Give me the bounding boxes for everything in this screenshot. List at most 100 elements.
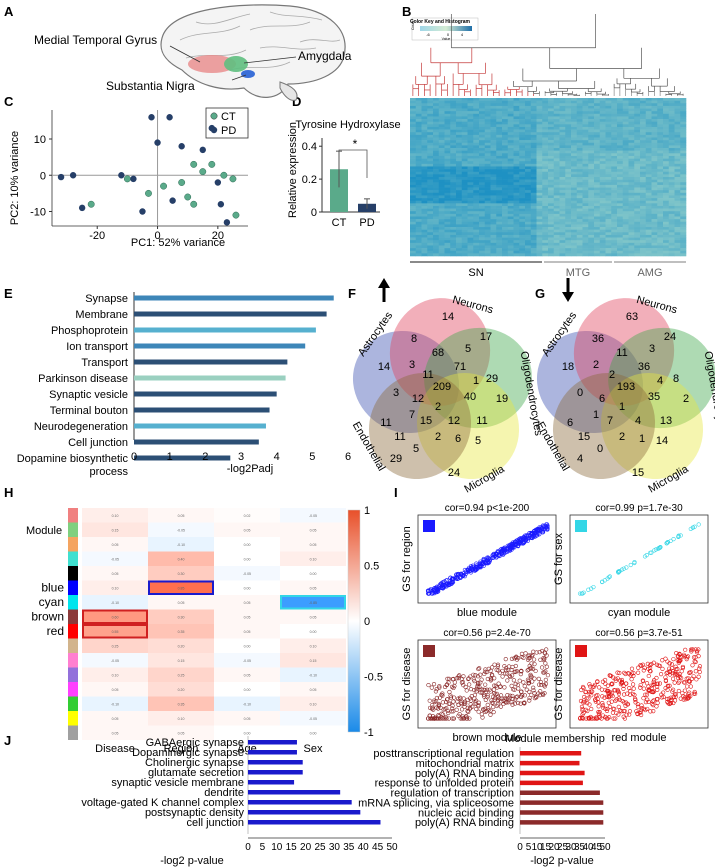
heatmap-cell (553, 253, 560, 257)
trait-cell (148, 566, 214, 581)
venn-count: 40 (464, 391, 476, 403)
heatmap-cell (450, 229, 457, 233)
heatmap-cell (461, 219, 468, 223)
heatmap-cell (548, 116, 555, 120)
heatmap-cell (461, 221, 468, 225)
scatter-point (521, 541, 526, 546)
heatmap-cell (582, 129, 589, 133)
scatter-point (667, 661, 672, 666)
heatmap-cell (461, 203, 468, 207)
heatmap-cell (484, 187, 491, 191)
heatmap-cell (674, 224, 681, 228)
heatmap-cell (565, 177, 572, 180)
scatter-point (473, 565, 478, 570)
heatmap-cell (542, 119, 549, 122)
scatter-point (511, 541, 517, 546)
heatmap-cell (530, 221, 537, 225)
trait-cell (214, 551, 280, 566)
highlight-box (82, 609, 148, 624)
heatmap-cell (479, 111, 486, 115)
heatmap-cell (651, 142, 658, 146)
heatmap-cell (611, 240, 618, 244)
scatter-point (629, 666, 635, 671)
heatmap-cell (559, 169, 566, 173)
scatter-point (619, 677, 625, 683)
heatmap-cell (507, 150, 514, 154)
heatmap-cell (536, 248, 543, 252)
heatmap-cell (496, 248, 503, 252)
heatmap-cell (513, 111, 520, 115)
heatmap-cell (611, 145, 618, 149)
heatmap-cell (622, 229, 629, 233)
panel-j-enrichment: -log2 p-value -log2 p-value GABAergic sy… (81, 736, 611, 867)
heatmap-cell (668, 150, 675, 154)
heatmap-cell (421, 171, 428, 175)
heatmap-cell (519, 134, 526, 138)
heatmap-cell (651, 232, 658, 236)
heatmap-cell (433, 150, 440, 154)
heatmap-cell (622, 105, 629, 109)
trait-cell-value: -0.05 (243, 659, 251, 663)
scatter-point (658, 672, 664, 677)
heatmap-cell (433, 198, 440, 201)
heatmap-cell (663, 245, 670, 249)
trait-cell (148, 508, 214, 523)
module-swatch (68, 580, 78, 595)
heatmap-cell (496, 124, 503, 128)
scatter-point (426, 591, 431, 596)
panel-label-d: D (292, 94, 301, 109)
heatmap-cell (525, 250, 532, 254)
heatmap-cell (565, 234, 572, 238)
heatmap-cell (651, 205, 658, 209)
heatmap-cell (461, 171, 468, 175)
heatmap-cell (490, 219, 497, 223)
scatter-point (539, 665, 545, 670)
heatmap-cell (519, 190, 526, 194)
heatmap-cell (502, 163, 509, 167)
heatmap-cell (565, 126, 572, 130)
heatmap-cell (415, 155, 422, 159)
heatmap-cell (559, 208, 566, 212)
module-swatch (68, 522, 78, 537)
heatmap-cell (645, 208, 652, 212)
heatmap-cell (450, 126, 457, 130)
scatter-point (476, 709, 481, 714)
heatmap-cell (634, 171, 641, 175)
heatmap-cell (513, 179, 520, 183)
go-x-tick-label: 2 (202, 451, 208, 463)
heatmap-cell (674, 100, 681, 104)
heatmap-cell (484, 200, 491, 204)
trait-cell-value: 0.05 (244, 717, 251, 721)
heatmap-cell (461, 148, 468, 151)
scatter-point (466, 676, 471, 682)
heatmap-cell (640, 221, 647, 225)
panel-label-c: C (4, 94, 14, 109)
scatter-ylabel: GS for disease (401, 648, 413, 721)
heatmap-cell (513, 113, 520, 117)
heatmap-cell (663, 190, 670, 194)
heatmap-cell (559, 126, 566, 130)
scatter-point (526, 533, 531, 538)
heatmap-cell (542, 219, 549, 223)
heatmap-cell (668, 103, 675, 107)
heatmap-cell (599, 158, 606, 162)
go-xlabel: -log2Padj (227, 463, 273, 475)
heatmap-cell (525, 242, 532, 246)
heatmap-cell (525, 182, 532, 186)
heatmap-cell (582, 195, 589, 199)
scatter-point (589, 586, 594, 591)
pca-point-ct (145, 189, 152, 197)
j-x-tick-label: 10 (271, 842, 283, 853)
venn-count: 24 (448, 467, 460, 479)
heatmap-cell (502, 177, 509, 180)
heatmap-cell (617, 229, 624, 233)
heatmap-cell (496, 119, 503, 122)
heatmap-cell (461, 250, 468, 254)
heatmap-cell (542, 100, 549, 104)
heatmap-cell (484, 113, 491, 117)
heatmap-cell (479, 140, 486, 144)
trait-cell-value: 0.30 (178, 616, 185, 620)
heatmap-cell (536, 177, 543, 180)
heatmap-cell (668, 121, 675, 125)
scatter-point (440, 716, 445, 721)
